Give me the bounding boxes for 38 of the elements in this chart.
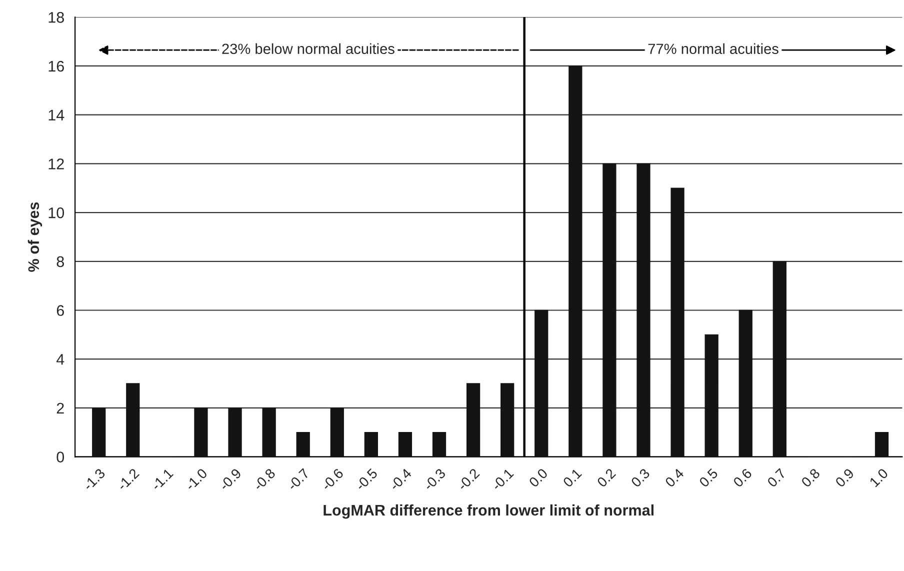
y-tick-label: 2 bbox=[56, 402, 64, 414]
y-tick-label: 0 bbox=[56, 452, 64, 462]
x-tick-label: 0.8 bbox=[800, 468, 820, 488]
y-tick-label: 4 bbox=[56, 354, 64, 365]
x-tick-label: 0.3 bbox=[630, 468, 650, 488]
annotation: 23% below normal acuities bbox=[222, 43, 394, 54]
x-tick-label: -1.2 bbox=[116, 468, 140, 491]
x-axis-title: LogMAR difference from lower limit of normal bbox=[324, 504, 654, 519]
y-axis-title: % of eyes bbox=[28, 202, 42, 272]
x-tick-label: -0.3 bbox=[423, 468, 446, 491]
x-tick-label: -0.1 bbox=[491, 468, 514, 491]
y-tick-label: 18 bbox=[48, 12, 64, 23]
y-tick-label: 12 bbox=[48, 158, 64, 170]
x-tick-label: 0.1 bbox=[562, 468, 582, 488]
y-tick-label: 16 bbox=[48, 60, 64, 72]
x-tick-label: 1.0 bbox=[869, 468, 889, 488]
x-tick-label: -1.1 bbox=[150, 468, 174, 491]
x-tick-label: -0.4 bbox=[388, 468, 412, 491]
x-tick-label: -0.9 bbox=[218, 468, 242, 491]
annotation: 77% normal acuities bbox=[648, 43, 778, 54]
x-tick-label: -0.2 bbox=[457, 468, 480, 491]
x-tick-label: -0.8 bbox=[252, 468, 276, 491]
x-tick-label: 0.5 bbox=[698, 468, 718, 488]
x-tick-label: 0.6 bbox=[732, 468, 752, 488]
x-tick-label: 0.4 bbox=[664, 468, 684, 488]
x-tick-label: 0.0 bbox=[528, 468, 548, 488]
x-tick-label: 0.9 bbox=[834, 468, 854, 488]
y-tick-label: 10 bbox=[48, 207, 64, 218]
x-tick-label: 0.7 bbox=[766, 468, 786, 488]
y-tick-label: 8 bbox=[56, 256, 64, 268]
y-tick-label: 14 bbox=[48, 110, 64, 120]
x-tick-label: -0.6 bbox=[320, 468, 344, 491]
x-tick-label: -1.3 bbox=[82, 468, 106, 491]
y-tick-label: 6 bbox=[56, 305, 64, 316]
x-tick-label: 0.2 bbox=[596, 468, 616, 488]
x-tick-label: -1.0 bbox=[184, 468, 208, 491]
x-tick-label: -0.5 bbox=[354, 468, 378, 491]
x-tick-label: -0.7 bbox=[286, 468, 310, 491]
